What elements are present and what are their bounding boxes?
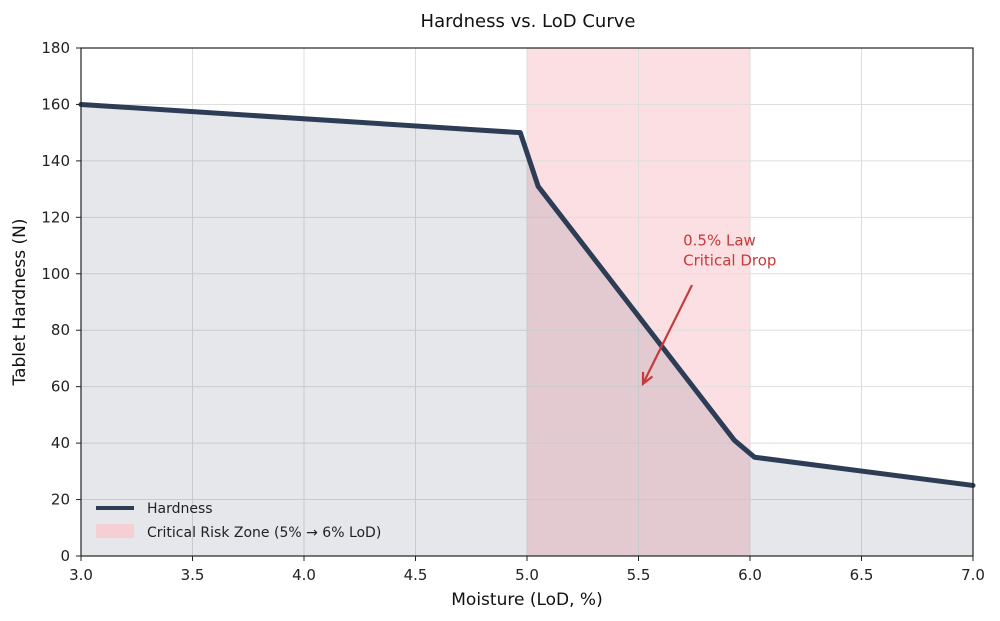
hardness-area-fill (81, 104, 973, 556)
annotation-arrow-shaft (641, 284, 694, 385)
chart-title: Hardness vs. LoD Curve (421, 11, 636, 32)
hardness-series-line (78, 101, 976, 488)
x-axis-title: Moisture (LoD, %) (451, 590, 602, 610)
x-tick-label: 6.0 (738, 566, 762, 584)
x-tick-label: 7.0 (961, 566, 985, 584)
y-tick-label: 160 (41, 95, 70, 113)
y-axis-title: Tablet Hardness (N) (10, 218, 30, 386)
legend-label-hardness: Hardness (147, 501, 213, 517)
annotation-text: 0.5% Law Critical Drop (683, 231, 776, 269)
legend-label-critical-zone: Critical Risk Zone (5% → 6% LoD) (147, 525, 381, 541)
y-tick-label: 80 (51, 321, 70, 339)
axis-ticks: 3.0 3.5 4.0 4.5 5.0 5.5 6.0 6.5 7.0 0 20 40 60 80 100 1… (41, 39, 985, 584)
annotation-arrow-head (641, 371, 654, 387)
y-tick-label: 60 (51, 378, 70, 396)
y-tick-label: 180 (41, 39, 70, 57)
x-tick-label: 5.0 (515, 566, 539, 584)
legend: Hardness Critical Risk Zone (5% → 6% LoD… (96, 501, 381, 541)
annotation-line-1: 0.5% Law (683, 231, 756, 249)
y-tick-label: 40 (51, 434, 70, 452)
y-tick-label: 100 (41, 265, 70, 283)
y-tick-label: 0 (60, 547, 70, 565)
y-tick-label: 120 (41, 208, 70, 226)
y-tick-label: 20 (51, 491, 70, 509)
x-tick-label: 4.0 (292, 566, 316, 584)
x-tick-label: 4.5 (404, 566, 428, 584)
x-tick-label: 5.5 (627, 566, 651, 584)
x-tick-label: 3.0 (69, 566, 93, 584)
y-tick-label: 140 (41, 152, 70, 170)
legend-swatch-critical-zone (96, 524, 134, 538)
annotation: 0.5% Law Critical Drop (641, 231, 776, 387)
x-tick-label: 3.5 (181, 566, 205, 584)
x-tick-label: 6.5 (850, 566, 874, 584)
annotation-line-2: Critical Drop (683, 251, 776, 269)
